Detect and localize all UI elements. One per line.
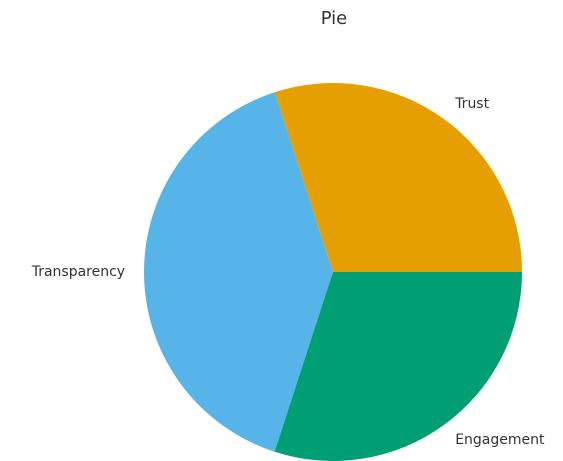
- pie-slice-engagement: [274, 272, 522, 461]
- pie-label-transparency: Transparency: [31, 264, 125, 280]
- chart-title: Pie: [320, 8, 348, 29]
- pie-label-trust: Trust: [454, 96, 489, 112]
- pie-slice-transparency: [144, 92, 333, 452]
- pie-label-engagement: Engagement: [455, 432, 545, 448]
- pie-slice-trust: [274, 83, 522, 272]
